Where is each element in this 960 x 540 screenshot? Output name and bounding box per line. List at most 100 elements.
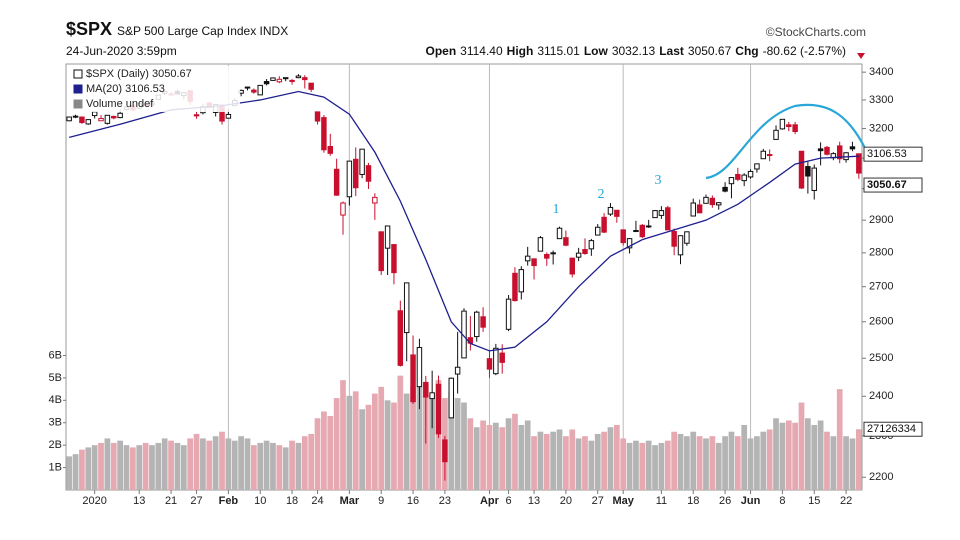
candle-body [709, 197, 716, 206]
date: 24-Jun-2020 3:59pm [66, 44, 177, 58]
volume-bar [276, 445, 283, 490]
x-tick-label: 11 [656, 495, 667, 507]
legend-swatch [73, 84, 83, 94]
volume-bar [410, 386, 416, 490]
quote-bar: Open 3114.40 High 3115.01 Low 3032.13 Last 3050… [425, 44, 850, 58]
candle-body [575, 252, 582, 258]
volume-bar [499, 427, 506, 490]
candle-body [244, 86, 251, 89]
volume-bar [512, 413, 518, 490]
candle-body [263, 81, 270, 85]
candle-body [429, 392, 435, 400]
volume-bar [314, 418, 321, 490]
x-tick-label: 26 [719, 495, 731, 507]
volume-bar [270, 442, 276, 490]
volume-bar [798, 402, 805, 490]
candle-body [766, 154, 773, 157]
candle-body [340, 202, 346, 216]
candle-body [193, 114, 200, 117]
volume-bar [359, 409, 365, 490]
volume-bar [811, 424, 818, 490]
volume-bar [486, 424, 493, 490]
quote-label: Open [425, 44, 457, 58]
candle-body [333, 168, 340, 196]
candle-body [289, 79, 295, 82]
volume-bar [289, 440, 295, 490]
candle-body [690, 202, 696, 217]
candle-body [524, 255, 531, 262]
volume-bar [652, 445, 658, 490]
volume-bar [263, 440, 270, 490]
volume-bar [709, 436, 716, 490]
x-tick-label: 23 [439, 495, 451, 507]
volume-bar [461, 402, 467, 490]
volume-bar [136, 445, 143, 490]
volume-bar [467, 418, 474, 490]
volume-bar [104, 438, 111, 490]
candle-body [779, 118, 786, 130]
quote-label: High [506, 44, 534, 58]
candle-body [544, 253, 550, 259]
candle-body [225, 113, 232, 119]
candle-body [295, 75, 302, 79]
x-tick-label: 10 [254, 495, 266, 507]
volume-bar [766, 429, 773, 490]
volume-bar [352, 391, 359, 490]
candle-body [722, 186, 728, 192]
volume-bar [817, 420, 824, 490]
volume-bar [238, 436, 244, 490]
candle-body [817, 148, 824, 152]
candle-body [442, 439, 448, 463]
volume-bar [212, 436, 219, 490]
volume-bar [327, 416, 334, 490]
candle-body [836, 145, 843, 160]
candle-body [773, 129, 779, 140]
candle-body [735, 173, 741, 180]
candle-body [397, 310, 404, 366]
candle-body [499, 352, 505, 363]
volume-bar [110, 442, 117, 490]
volume-bar [601, 431, 607, 490]
volume-bar [301, 436, 308, 490]
volume-bar [531, 436, 537, 490]
volume-bar [722, 436, 728, 490]
volume-bar [168, 440, 174, 490]
candle-body [849, 146, 856, 150]
x-tick-label: 13 [528, 495, 540, 507]
volume-bar [760, 431, 767, 490]
volume-bar [142, 442, 149, 490]
volume-bar [824, 431, 830, 490]
volume-bar [66, 456, 73, 490]
candle-body [677, 235, 684, 256]
x-tick-label: 13 [133, 495, 145, 507]
volume-bar [340, 380, 346, 490]
candle-body [588, 240, 595, 250]
x-tick-label: 18 [687, 495, 699, 507]
candle-body [257, 84, 263, 96]
volume-tick-label: 1B [49, 461, 62, 473]
x-tick-label: Apr [480, 495, 500, 507]
candle-body [448, 377, 454, 419]
volume-bar [225, 438, 232, 490]
ma-value-label-box [863, 146, 923, 162]
volume-bar [129, 447, 136, 490]
quote-label: Chg [735, 44, 759, 58]
candle-body [658, 210, 665, 216]
candle-body [308, 82, 314, 90]
candle-body [856, 153, 862, 174]
candle-body [321, 117, 327, 151]
volume-bar [569, 429, 576, 490]
volume-bar [333, 398, 340, 490]
ma-value-label: 3106.53 [867, 148, 907, 160]
legend-box [68, 66, 240, 112]
y-tick-label: 2900 [869, 214, 893, 226]
y-tick-label: 2400 [869, 390, 893, 402]
volume-bar [416, 386, 423, 490]
volume-bar [715, 442, 722, 490]
candle-body [372, 196, 378, 204]
y-tick-label: 3200 [869, 122, 893, 134]
volume-value-label: 27126334 [867, 423, 916, 435]
volume-bar [658, 442, 665, 490]
x-tick-label: 2020 [82, 495, 106, 507]
volume-tick-label: 6B [49, 349, 62, 361]
